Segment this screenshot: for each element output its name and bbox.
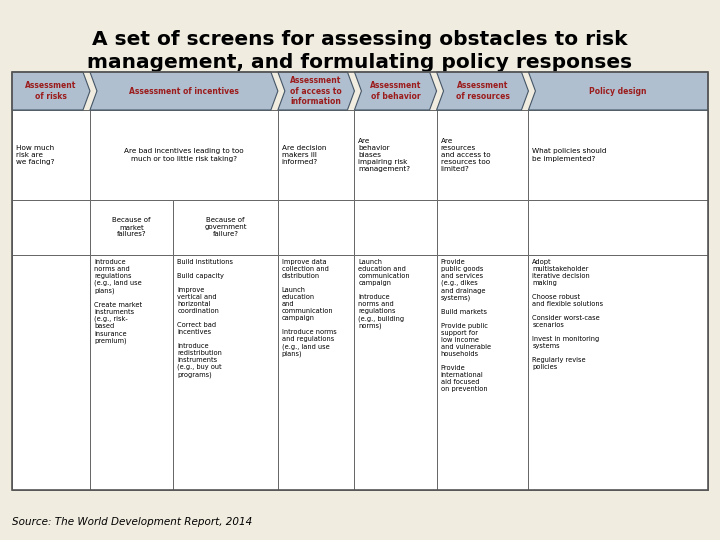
Text: Because of
government
failure?: Because of government failure? xyxy=(204,218,247,238)
Polygon shape xyxy=(436,110,528,200)
Polygon shape xyxy=(528,72,708,110)
Polygon shape xyxy=(436,200,528,255)
Text: Introduce
norms and
regulations
(e.g., land use
plans)

Create market
instrument: Introduce norms and regulations (e.g., l… xyxy=(94,259,142,344)
Polygon shape xyxy=(278,200,354,255)
Polygon shape xyxy=(528,110,708,200)
Text: Adopt
multistakeholder
iterative decision
making

Choose robust
and flexible sol: Adopt multistakeholder iterative decisio… xyxy=(532,259,603,370)
Polygon shape xyxy=(354,255,436,490)
Text: Assessment
of access to
information: Assessment of access to information xyxy=(290,76,342,106)
Text: Improve data
collection and
distribution

Launch
education
and
communication
cam: Improve data collection and distribution… xyxy=(282,259,337,357)
Text: Launch
education and
communication
campaign

Introduce
norms and
regulations
(e.: Launch education and communication campa… xyxy=(359,259,410,329)
Text: Build institutions

Build capacity

Improve
vertical and
horizontal
coordination: Build institutions Build capacity Improv… xyxy=(177,259,233,378)
Text: Provide
public goods
and services
(e.g., dikes
and drainage
systems)

Build mark: Provide public goods and services (e.g.,… xyxy=(441,259,491,392)
Polygon shape xyxy=(174,255,278,490)
Polygon shape xyxy=(278,255,354,490)
Polygon shape xyxy=(90,72,278,110)
Text: management, and formulating policy responses: management, and formulating policy respo… xyxy=(87,53,633,72)
Polygon shape xyxy=(90,255,174,490)
Polygon shape xyxy=(278,110,354,200)
Text: Assessment
of behavior: Assessment of behavior xyxy=(370,82,421,100)
Polygon shape xyxy=(12,110,90,200)
Polygon shape xyxy=(436,72,528,110)
Polygon shape xyxy=(12,72,90,110)
Text: Source: The World Development Report, 2014: Source: The World Development Report, 20… xyxy=(12,517,252,527)
Polygon shape xyxy=(12,200,90,255)
Text: Are bad incentives leading to too
much or too little risk taking?: Are bad incentives leading to too much o… xyxy=(124,148,244,161)
Polygon shape xyxy=(12,255,90,490)
Text: How much
risk are
we facing?: How much risk are we facing? xyxy=(16,145,55,165)
Polygon shape xyxy=(528,255,708,490)
Polygon shape xyxy=(354,200,436,255)
Text: Policy design: Policy design xyxy=(590,86,647,96)
Polygon shape xyxy=(90,200,174,255)
Text: A set of screens for assessing obstacles to risk: A set of screens for assessing obstacles… xyxy=(92,30,628,49)
Polygon shape xyxy=(174,200,278,255)
Polygon shape xyxy=(528,200,708,255)
Polygon shape xyxy=(354,72,436,110)
Polygon shape xyxy=(278,72,354,110)
Polygon shape xyxy=(354,110,436,200)
Text: What policies should
be implemented?: What policies should be implemented? xyxy=(532,148,607,161)
Text: Assessment
of resources: Assessment of resources xyxy=(456,82,510,100)
Text: Are
resources
and access to
resources too
limited?: Are resources and access to resources to… xyxy=(441,138,490,172)
Text: Are
behavior
biases
impairing risk
management?: Are behavior biases impairing risk manag… xyxy=(359,138,410,172)
Text: Assessment
of risks: Assessment of risks xyxy=(25,82,76,100)
Text: Assessment of incentives: Assessment of incentives xyxy=(129,86,239,96)
Polygon shape xyxy=(436,255,528,490)
Text: Because of
market
failures?: Because of market failures? xyxy=(112,218,151,238)
Polygon shape xyxy=(90,110,278,200)
Text: Are decision
makers ill
informed?: Are decision makers ill informed? xyxy=(282,145,326,165)
